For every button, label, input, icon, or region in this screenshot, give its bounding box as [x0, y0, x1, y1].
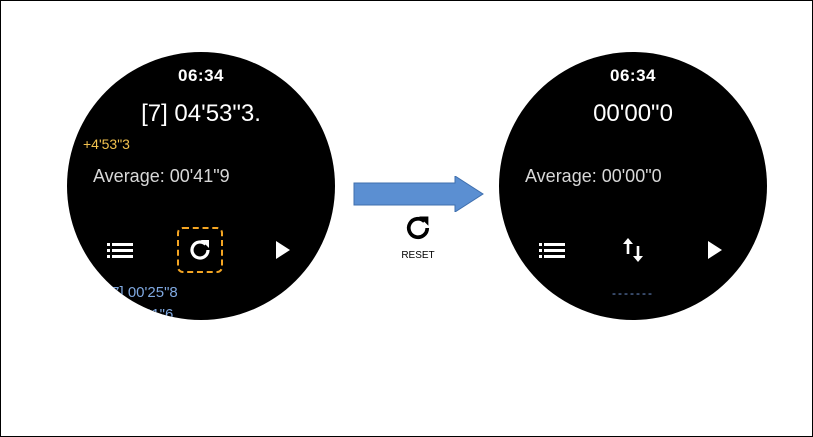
play-button[interactable] [691, 227, 737, 273]
stopwatch-time: [7] 04'53"3. [67, 100, 335, 128]
list-icon [539, 240, 565, 260]
lap-delta: +4'53"3 [83, 136, 130, 152]
lap-entry: 41"6 [143, 306, 173, 320]
play-icon [272, 239, 292, 261]
empty-laps-placeholder: ------- [499, 286, 767, 300]
play-button[interactable] [259, 227, 305, 273]
average-time: Average: 00'00"0 [525, 166, 662, 187]
reset-action-indicator [398, 208, 438, 248]
reset-icon [403, 213, 433, 243]
watch-screen-after: 06:34 00'00"0 Average: 00'00"0 ------- [499, 52, 767, 320]
transition-arrow [353, 176, 485, 212]
laps-list-button[interactable] [529, 227, 575, 273]
sort-icon [622, 237, 644, 263]
laps-list-button[interactable] [97, 227, 143, 273]
reset-caption: RESET [392, 250, 444, 261]
clock-time: 06:34 [499, 66, 767, 86]
stopwatch-time: 00'00"0 [499, 100, 767, 128]
list-icon [107, 240, 133, 260]
reset-icon [187, 237, 213, 263]
watch-screen-before: 06:34 [7] 04'53"3. +4'53"3 Average: 00'4… [67, 52, 335, 320]
average-time: Average: 00'41"9 [93, 166, 230, 187]
reset-button[interactable] [177, 227, 223, 273]
play-icon [704, 239, 724, 261]
lap-entry: [7] 00'25"8 [107, 284, 178, 301]
clock-time: 06:34 [67, 66, 335, 86]
sort-button[interactable] [610, 227, 656, 273]
